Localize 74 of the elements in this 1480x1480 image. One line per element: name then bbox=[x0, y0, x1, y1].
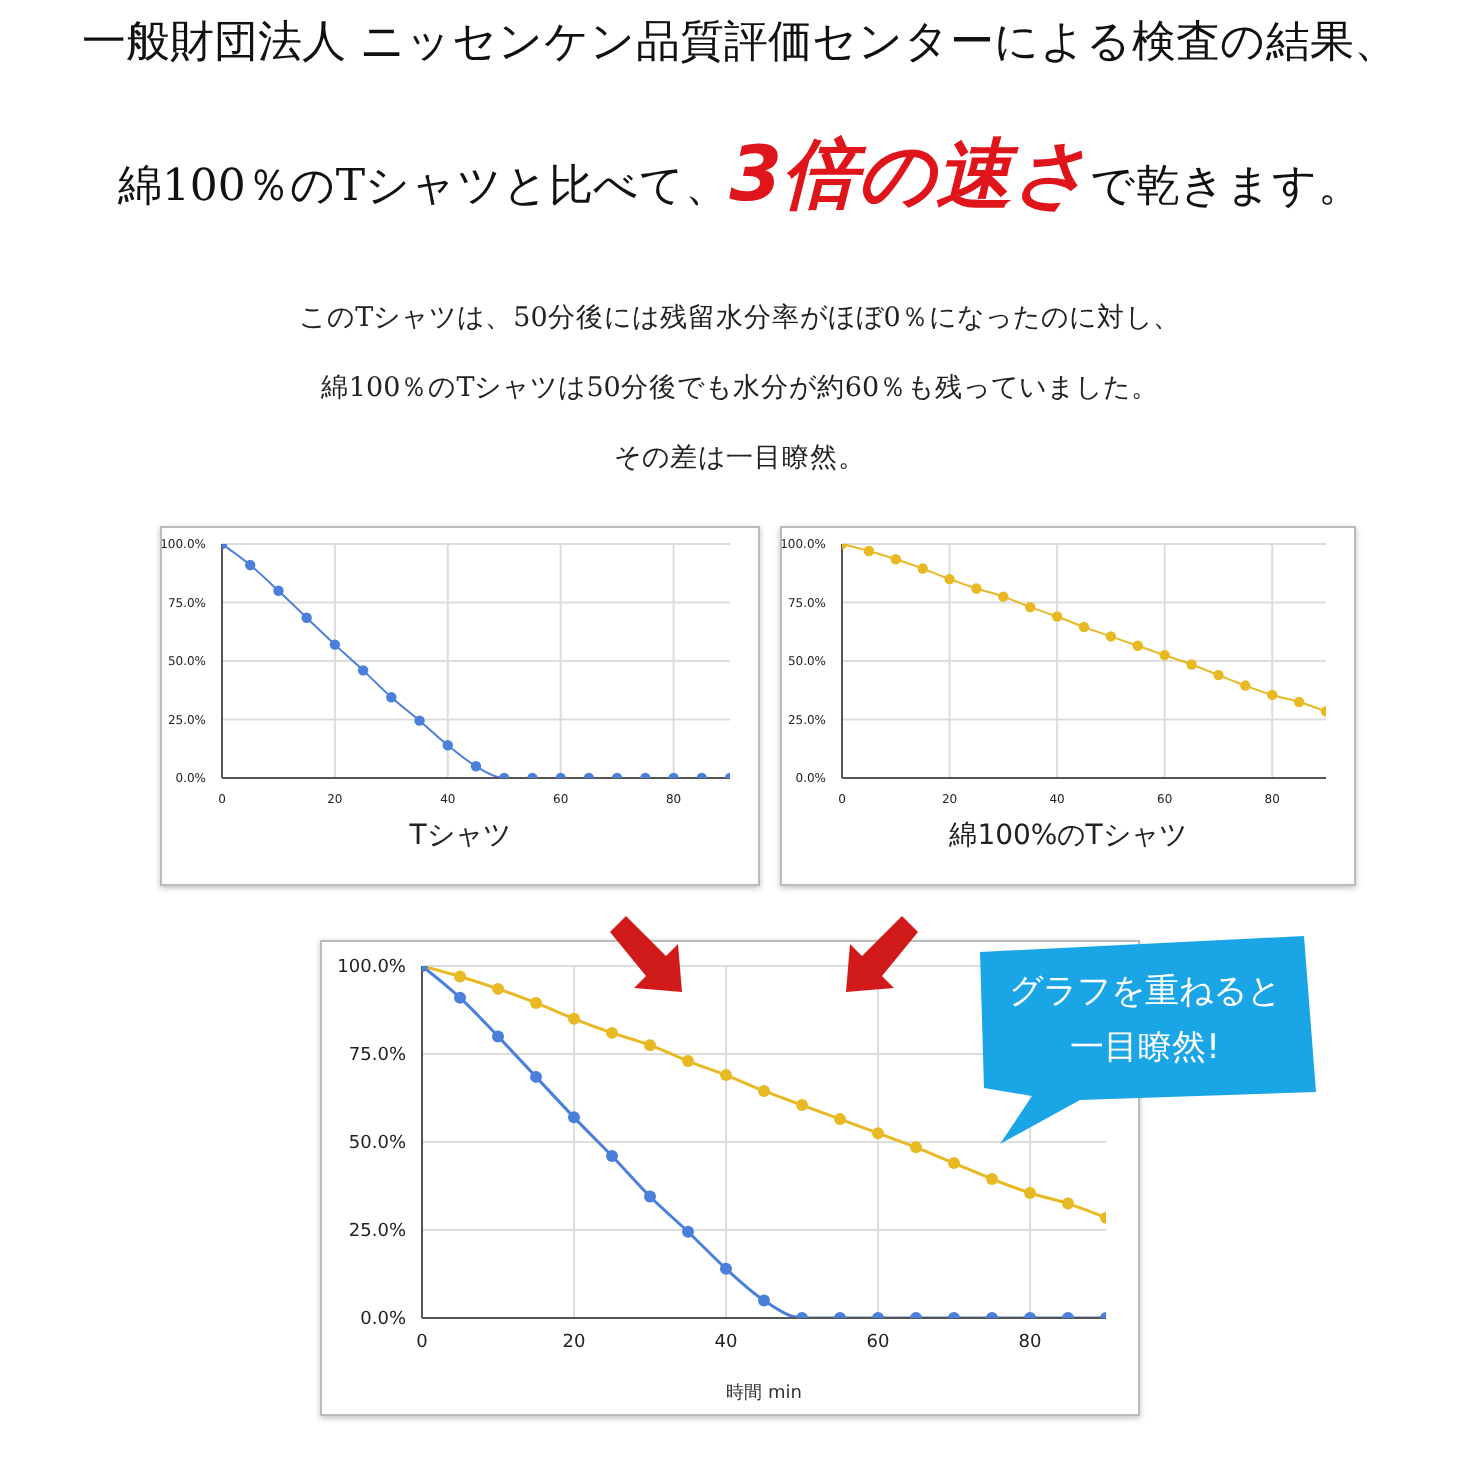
y-tick-label: 50.0% bbox=[348, 1134, 407, 1155]
text: このTシャツは、50分後には残留水分率がほぼ0％になったのに対し、 bbox=[297, 300, 1183, 336]
point bbox=[796, 1099, 808, 1112]
point bbox=[492, 1030, 504, 1043]
y-tick-label: 100.0% bbox=[337, 958, 407, 979]
point bbox=[1159, 649, 1170, 661]
point bbox=[568, 1012, 580, 1025]
y-tick-label: 75.0% bbox=[348, 1046, 407, 1067]
text: 綿100%のTシャツ bbox=[947, 818, 1189, 854]
x-tick-label: 60 bbox=[866, 1332, 890, 1353]
annotation: 一目瞭然! bbox=[1068, 1026, 1222, 1072]
text: 一般財団法人 ニッセンケン品質評価センターによる検査の結果、 bbox=[80, 16, 1400, 72]
point bbox=[682, 1225, 694, 1238]
x-axis-title: 時間 min bbox=[726, 1382, 802, 1404]
x-tick-label: 80 bbox=[1018, 1332, 1042, 1353]
point bbox=[606, 1026, 618, 1039]
text: で乾きます。 bbox=[1090, 162, 1363, 212]
point bbox=[890, 554, 901, 565]
point bbox=[530, 1070, 542, 1083]
point bbox=[1105, 631, 1117, 642]
point bbox=[454, 991, 466, 1004]
point bbox=[386, 692, 397, 703]
point bbox=[470, 761, 482, 772]
point bbox=[682, 1055, 694, 1068]
text: 綿100％のTシャツと比べて、 bbox=[117, 162, 730, 212]
point bbox=[1267, 689, 1278, 701]
point bbox=[910, 1141, 922, 1154]
x-tick-label: 40 bbox=[714, 1332, 738, 1353]
point bbox=[1240, 680, 1251, 691]
point bbox=[1051, 611, 1063, 622]
text: 綿100％のTシャツは50分後でも水分が約60％も残っていました。 bbox=[318, 370, 1162, 406]
point bbox=[568, 1111, 580, 1124]
point bbox=[986, 1172, 998, 1185]
point bbox=[971, 583, 982, 594]
point bbox=[1186, 659, 1197, 670]
point bbox=[644, 1039, 656, 1052]
point bbox=[492, 982, 504, 995]
y-tick-label: 25.0% bbox=[348, 1222, 407, 1243]
text: Tシャツ bbox=[407, 818, 513, 854]
point bbox=[872, 1127, 884, 1140]
point bbox=[357, 665, 369, 676]
point bbox=[1062, 1197, 1074, 1210]
point bbox=[948, 1157, 960, 1170]
point bbox=[917, 563, 928, 574]
point bbox=[998, 591, 1009, 602]
point bbox=[1213, 669, 1224, 681]
text: 3倍の速さ bbox=[729, 130, 1091, 218]
point bbox=[720, 1069, 732, 1082]
point bbox=[720, 1262, 732, 1275]
point bbox=[1293, 696, 1305, 708]
point bbox=[644, 1190, 656, 1203]
point bbox=[758, 1084, 770, 1097]
text: その差は一目瞭然。 bbox=[612, 440, 868, 476]
point bbox=[606, 1150, 618, 1163]
y-tick-label: 0.0% bbox=[360, 1310, 407, 1331]
point bbox=[530, 996, 542, 1009]
point bbox=[273, 585, 284, 596]
point bbox=[758, 1294, 770, 1307]
point bbox=[1025, 601, 1036, 613]
point bbox=[863, 545, 875, 557]
point bbox=[414, 715, 425, 726]
point bbox=[301, 612, 312, 623]
point bbox=[454, 970, 466, 983]
point bbox=[1024, 1187, 1036, 1200]
point bbox=[329, 639, 341, 650]
x-tick-label: 0 bbox=[416, 1332, 429, 1353]
annotation: グラフを重ねると bbox=[1007, 970, 1283, 1016]
point bbox=[944, 573, 955, 585]
x-tick-label: 20 bbox=[562, 1332, 586, 1353]
point bbox=[442, 740, 453, 751]
point bbox=[1078, 621, 1090, 633]
point bbox=[245, 559, 256, 571]
point bbox=[1132, 640, 1143, 651]
point bbox=[834, 1113, 846, 1126]
